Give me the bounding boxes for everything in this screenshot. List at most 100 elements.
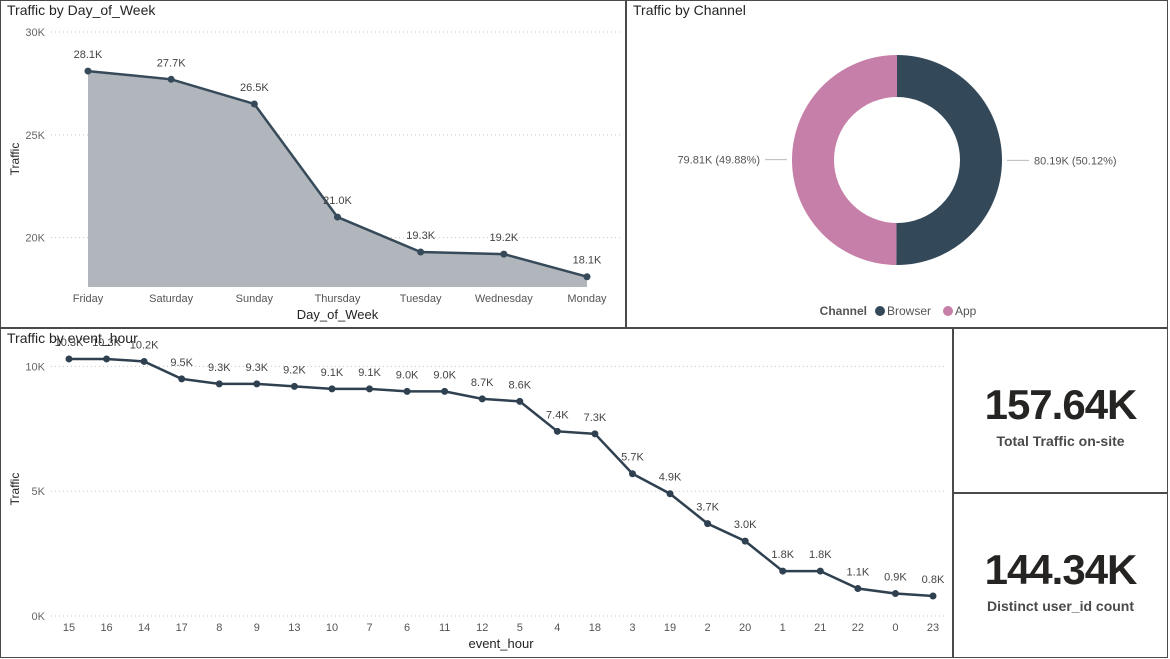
legend-item: App [955,304,977,318]
x-tick-label: 9 [254,622,260,634]
y-tick-label: 20K [25,233,45,245]
data-label: 27.7K [157,57,186,69]
event-hour-chart-title: Traffic by event_hour [7,330,138,346]
x-tick-label: 8 [216,622,222,634]
legend-item: Browser [887,304,931,318]
x-tick-label: Saturday [149,293,194,305]
data-label: 4.9K [659,472,682,484]
x-tick-label: 23 [927,622,939,634]
data-point [167,75,175,83]
x-tick-label: 12 [476,622,488,634]
x-tick-label: 5 [517,622,523,634]
data-label: 5.7K [621,452,644,464]
data-label: 28.1K [74,49,103,61]
slice-data-label: 79.81K (49.88%) [677,155,760,167]
x-tick-label: Sunday [236,293,274,305]
data-label: 26.5K [240,82,269,94]
data-point [215,380,223,388]
x-axis-title: Day_of_Week [297,307,379,322]
data-point [516,397,524,405]
x-tick-label: 15 [63,622,75,634]
y-axis-title: Traffic [8,143,22,176]
x-tick-label: 10 [326,622,338,634]
x-tick-label: Monday [567,293,607,305]
x-tick-label: 14 [138,622,150,634]
data-label: 10.3K [92,337,121,349]
data-label: 10.2K [130,339,159,351]
data-label: 9.1K [358,367,381,379]
data-label: 7.3K [584,412,607,424]
x-axis-title: event_hour [468,636,534,651]
x-tick-label: Tuesday [400,293,442,305]
data-point [84,67,92,75]
data-label: 3.0K [734,519,757,531]
x-tick-label: Thursday [315,293,361,305]
channel-chart-panel[interactable]: Traffic by Channel 80.19K (50.12%) 79.81K… [626,0,1168,328]
event-hour-chart-panel[interactable]: Traffic by event_hour 0K 5K 10K 10.3K 10.3K 1… [0,328,953,658]
legend-marker [943,306,953,316]
data-label: 1.8K [771,549,794,561]
x-tick-label: 20 [739,622,751,634]
channel-donut-chart: 80.19K (50.12%) 79.81K (49.88%) Channel Bro… [677,55,1117,318]
x-tick-label: 16 [100,622,112,634]
data-label: 3.7K [696,502,719,514]
data-point [334,213,341,221]
data-point [441,387,449,395]
data-label: 18.1K [573,255,602,267]
y-tick-label: 10K [25,361,45,373]
data-point [290,382,298,390]
data-point [666,490,674,498]
day-of-week-chart-title: Traffic by Day_of_Week [7,2,156,18]
x-tick-label: 22 [852,622,864,634]
data-label: 0.9K [884,572,907,584]
data-label: 7.4K [546,409,569,421]
data-label: 0.8K [922,574,945,586]
kpi-value: 144.34K [984,546,1138,593]
legend-marker [875,306,885,316]
data-label: 9.0K [396,369,419,381]
data-label: 8.6K [508,379,531,391]
donut-slice-app [792,55,897,265]
y-axis-title: Traffic [8,473,22,506]
x-tick-label: Wednesday [475,293,533,305]
data-label: 9.2K [283,364,306,376]
kpi-card-total-traffic[interactable]: 157.64K Total Traffic on-site [953,328,1168,493]
x-tick-label: 19 [664,622,676,634]
area-fill [88,71,587,288]
channel-chart-title: Traffic by Channel [633,2,746,18]
donut-slice-browser [896,55,1003,265]
legend-title: Channel [820,304,867,318]
event-hour-chart: 0K 5K 10K 10.3K 10.3K 10.2K 9.5K 9.3K 9.3K 9.2K 9.… [8,337,946,651]
data-point [929,592,937,600]
x-tick-label: 18 [589,622,601,634]
data-label: 21.0K [323,195,352,207]
data-label: 9.3K [246,362,269,374]
data-label: 9.1K [321,367,344,379]
data-point [103,355,111,363]
x-tick-label: 6 [404,622,410,634]
y-tick-label: 25K [25,130,45,142]
data-label: 19.2K [489,232,518,244]
x-tick-label: 13 [288,622,300,634]
series-line [69,357,934,598]
data-point [250,100,258,108]
data-point [854,585,862,593]
kpi-card-distinct-users[interactable]: 144.34K Distinct user_id count [953,493,1168,658]
kpi-value: 157.64K [984,381,1138,428]
y-tick-label: 30K [25,27,45,39]
x-tick-label: 21 [814,622,826,634]
data-label: 9.5K [170,357,193,369]
data-label: 8.7K [471,377,494,389]
x-tick-label: 3 [629,622,635,634]
data-point [140,357,148,365]
data-point [328,385,336,393]
data-point [816,567,824,575]
day-of-week-chart-panel[interactable]: Traffic by Day_of_Week 20K 25K 30K 28.1K 27.… [0,0,626,328]
x-tick-label: 2 [705,622,711,634]
y-tick-label: 0K [32,611,46,623]
x-tick-label: 0 [892,622,898,634]
data-point [366,385,374,393]
data-point [403,387,411,395]
slice-data-label: 80.19K (50.12%) [1034,155,1117,167]
y-tick-label: 5K [32,486,46,498]
